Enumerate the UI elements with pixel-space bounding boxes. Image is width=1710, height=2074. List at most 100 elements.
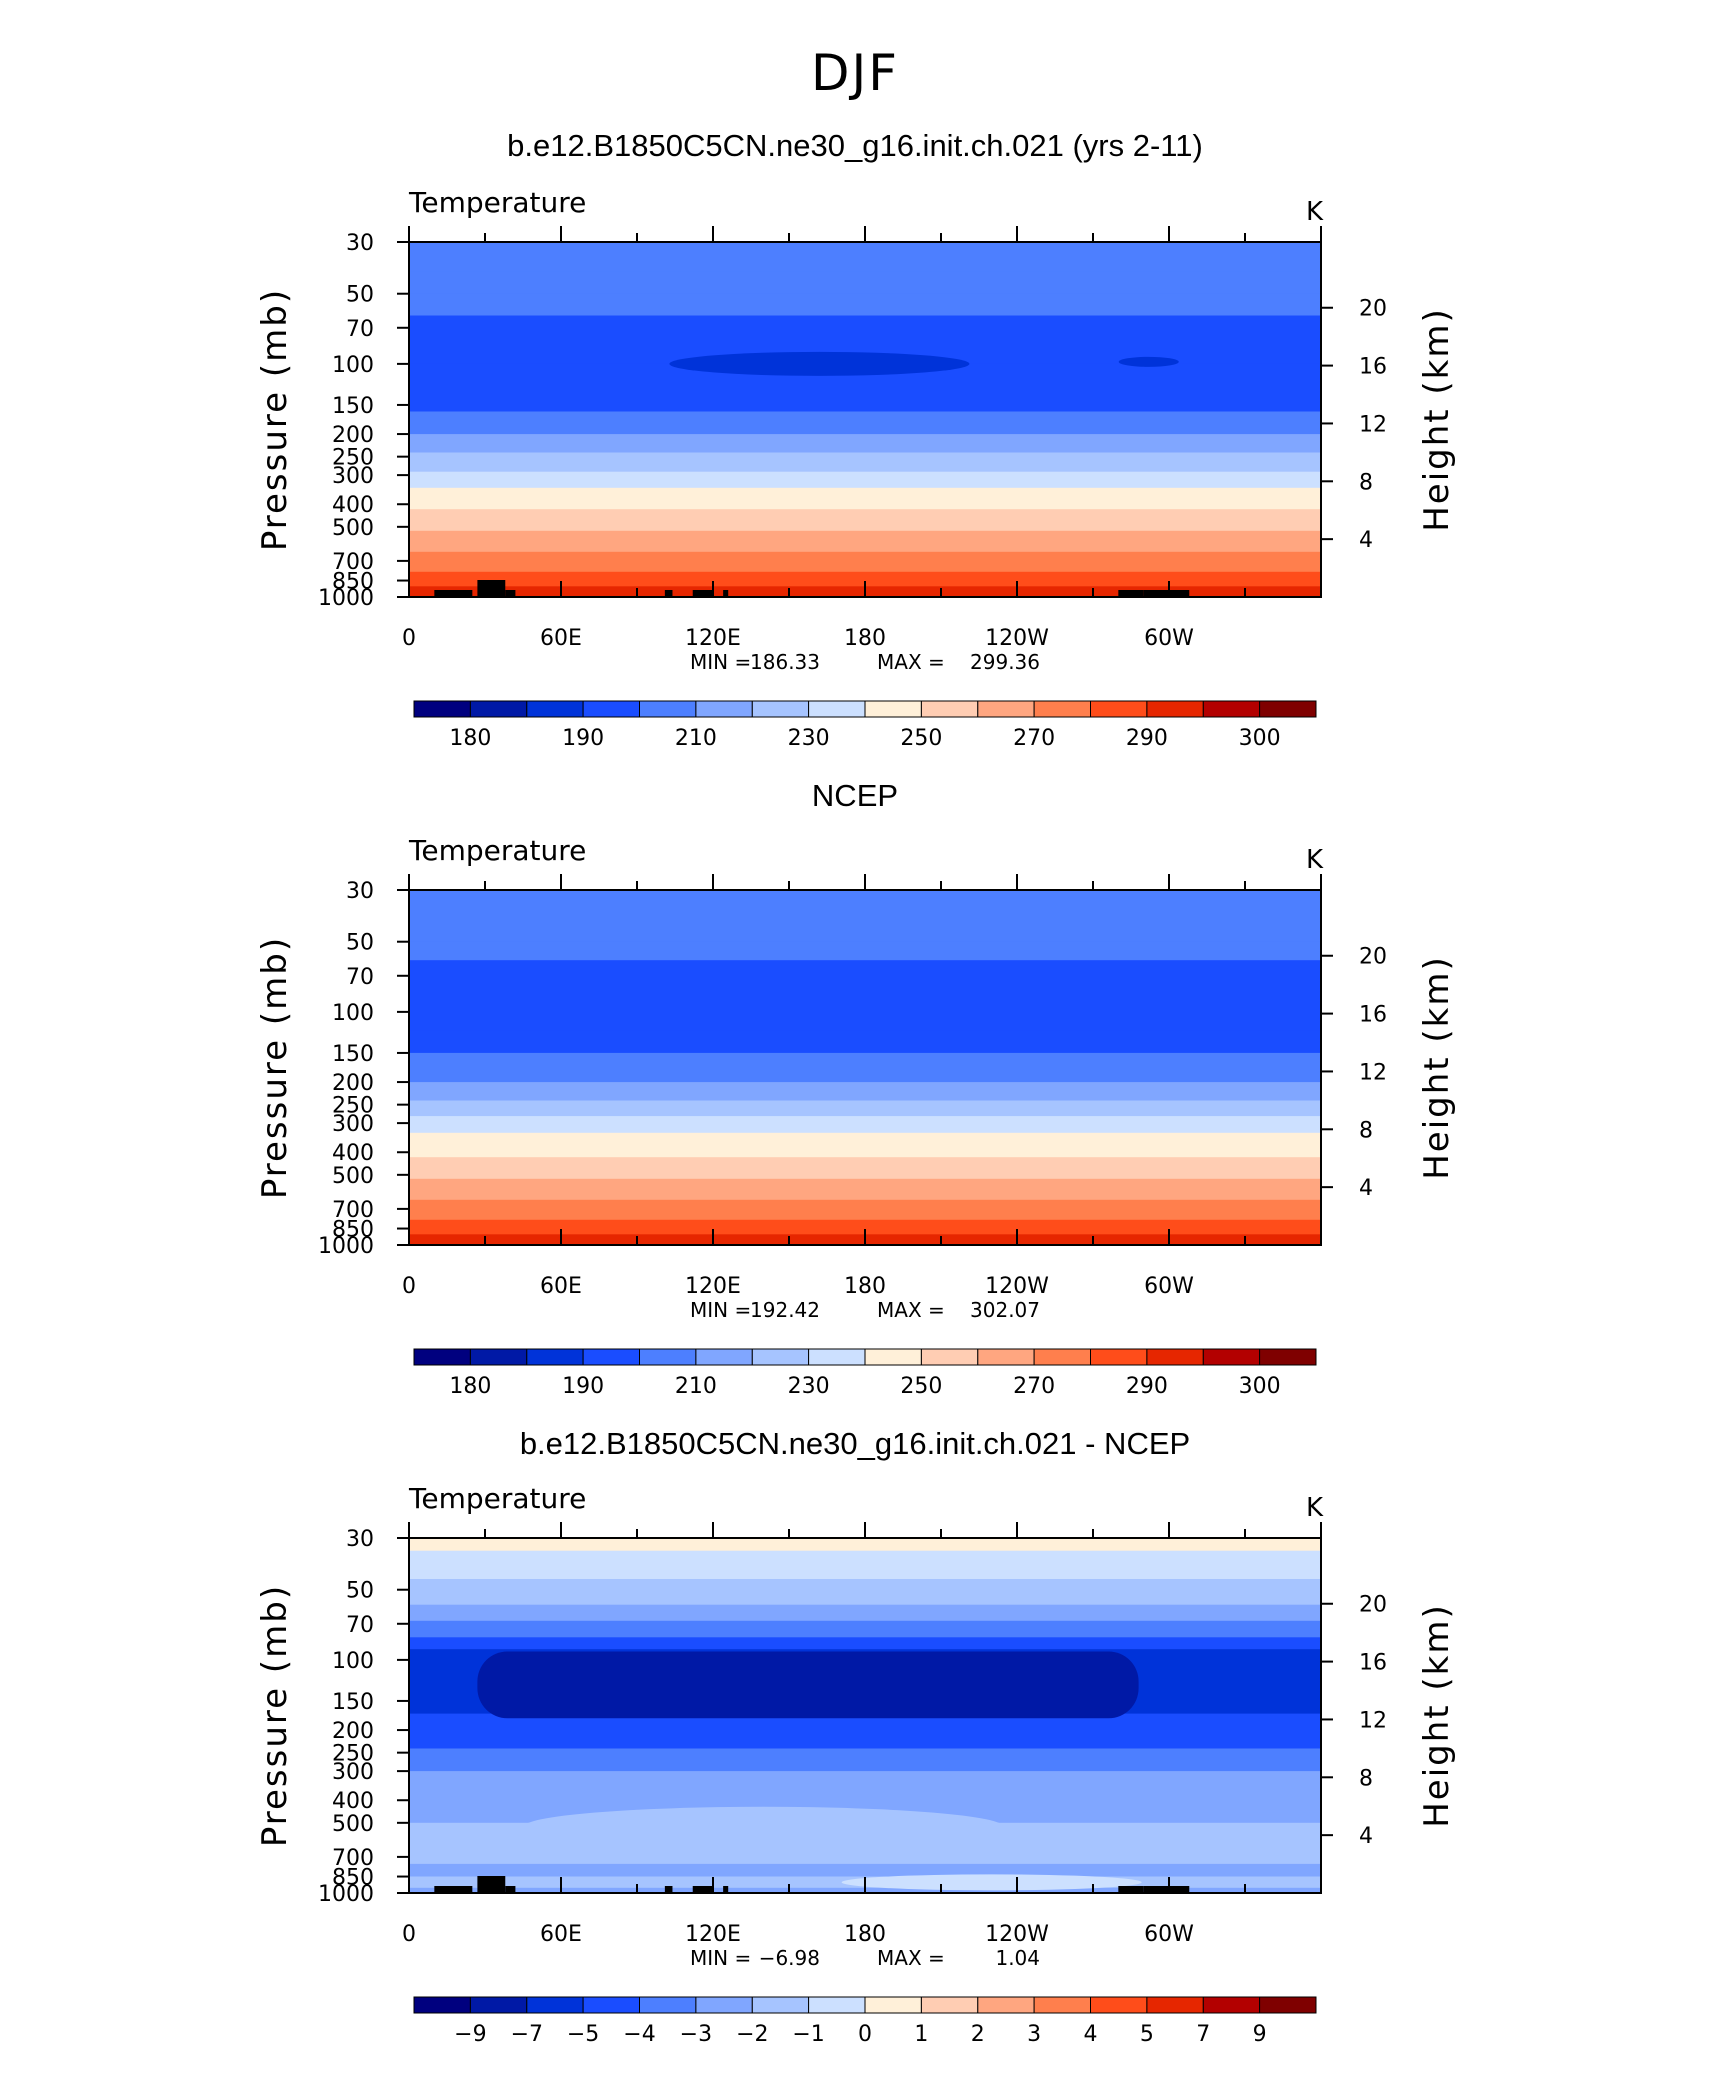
y-tick-label-2-10: 700 <box>332 1198 374 1223</box>
land-mask-3-2 <box>505 1886 516 1893</box>
y-tick-label-2-2: 70 <box>346 965 374 990</box>
height-tick-label-3-4: 4 <box>1359 1824 1373 1849</box>
contour-band-2-0 <box>409 890 1321 943</box>
colorbar-label-3-4: −3 <box>680 2022 712 2047</box>
y-tick-label-1-7: 300 <box>332 464 374 489</box>
colorbar-box-2-3 <box>582 1348 640 1366</box>
colorbar-box-2-2 <box>526 1348 584 1366</box>
colorbar-label-3-7: 0 <box>858 2022 872 2047</box>
colorbar-label-1-5: 270 <box>1013 726 1055 751</box>
x-tick-label-3-3: 180 <box>844 1922 886 1947</box>
max-value-2: 302.07 <box>970 1298 1040 1322</box>
colorbar-box-3-8 <box>864 1996 922 2014</box>
colorbar-label-3-12: 5 <box>1140 2022 1154 2047</box>
colorbar-box-3-6 <box>751 1996 810 2014</box>
y-tick-label-2-1: 50 <box>346 931 374 956</box>
y-tick-label-3-5: 200 <box>332 1719 374 1744</box>
colorbar-box-3-11 <box>1033 1996 1091 2014</box>
colorbar-label-3-5: −2 <box>736 2022 768 2047</box>
right-string-1: K <box>1306 197 1324 227</box>
y-tick-label-2-0: 30 <box>346 879 374 904</box>
y-tick-label-2-5: 200 <box>332 1071 374 1096</box>
y-tick-label-3-12: 1000 <box>318 1882 374 1907</box>
height-tick-label-3-3: 8 <box>1359 1766 1373 1791</box>
contour-band-1-1 <box>409 271 1321 295</box>
contour-band-3-1 <box>409 1550 1321 1580</box>
height-tick-label-2-0: 20 <box>1359 945 1387 970</box>
colorbar-label-3-3: −4 <box>623 2022 655 2047</box>
colorbar-label-1-2: 210 <box>675 726 717 751</box>
x-tick-label-2-3: 180 <box>844 1274 886 1299</box>
land-mask-1-7 <box>1143 590 1190 597</box>
x-tick-label-1-4: 120W <box>985 626 1049 651</box>
colorbar-label-2-7: 300 <box>1239 1374 1281 1399</box>
colorbar-label-2-0: 180 <box>449 1374 491 1399</box>
y-axis-label-3: Pressure (mb) <box>255 1584 295 1847</box>
colorbar-box-3-7 <box>808 1996 866 2014</box>
contour-band-3-2 <box>409 1579 1321 1606</box>
height-tick-label-2-1: 16 <box>1359 1003 1387 1028</box>
contour-band-2-11 <box>409 1199 1321 1221</box>
x-tick-label-1-5: 60W <box>1144 626 1194 651</box>
colorbar-label-1-3: 230 <box>788 726 830 751</box>
colorbar-label-3-11: 4 <box>1084 2022 1098 2047</box>
colorbar-box-1-8 <box>864 700 922 718</box>
y-tick-label-2-7: 300 <box>332 1112 374 1137</box>
min-label-2: MIN = <box>690 1298 751 1322</box>
colorbar-box-2-9 <box>920 1348 979 1366</box>
cold-core-3a <box>477 1651 1139 1719</box>
y-tick-label-2-11: 850 <box>332 1218 374 1243</box>
land-mask-3-6 <box>1118 1886 1144 1893</box>
colorbar-label-2-4: 250 <box>900 1374 942 1399</box>
contour-band-1-0 <box>409 242 1321 272</box>
contour-band-3-4 <box>409 1620 1321 1638</box>
y-tick-label-3-9: 500 <box>332 1812 374 1837</box>
contour-band-1-12 <box>409 530 1321 553</box>
height-tick-label-2-4: 4 <box>1359 1176 1373 1201</box>
colorbar-box-2-8 <box>864 1348 922 1366</box>
min-label-3: MIN = <box>690 1946 751 1970</box>
y-tick-label-1-3: 100 <box>332 353 374 378</box>
height-tick-label-2-3: 8 <box>1359 1118 1373 1143</box>
x-tick-label-2-4: 120W <box>985 1274 1049 1299</box>
left-string-2: Temperature <box>408 834 586 867</box>
colorbar-box-1-9 <box>920 700 979 718</box>
contour-band-1-9 <box>409 471 1321 489</box>
contour-band-1-11 <box>409 509 1321 532</box>
contour-band-2-10 <box>409 1178 1321 1201</box>
land-mask-1-6 <box>1118 590 1144 597</box>
colorbar-label-3-8: 1 <box>914 2022 928 2047</box>
colorbar-box-2-4 <box>639 1348 697 1366</box>
land-mask-3-5 <box>723 1886 729 1893</box>
right-axis-label-1: Height (km) <box>1417 307 1457 532</box>
height-tick-label-1-0: 20 <box>1359 297 1387 322</box>
colorbar-box-2-11 <box>1033 1348 1091 1366</box>
height-tick-label-3-2: 12 <box>1359 1708 1387 1733</box>
colorbar-box-3-2 <box>526 1996 584 2014</box>
contour-band-3-8 <box>409 1748 1321 1772</box>
y-tick-label-2-8: 400 <box>332 1141 374 1166</box>
cold-core-1b <box>1118 356 1179 367</box>
colorbar-box-2-12 <box>1090 1348 1148 1366</box>
contour-band-1-2 <box>409 293 1321 317</box>
colorbar-box-3-4 <box>639 1996 697 2014</box>
warm-patch-3a <box>523 1806 1004 1847</box>
colorbar-box-1-13 <box>1146 700 1204 718</box>
max-value-3: 1.04 <box>995 1946 1040 1970</box>
colorbar-box-2-15 <box>1259 1348 1317 1366</box>
y-tick-label-1-4: 150 <box>332 394 374 419</box>
x-tick-label-2-5: 60W <box>1144 1274 1194 1299</box>
contour-band-3-7 <box>409 1713 1321 1750</box>
x-tick-label-3-1: 60E <box>540 1922 582 1947</box>
panel-2-title: NCEP <box>811 778 899 813</box>
colorbar-box-1-6 <box>751 700 810 718</box>
y-tick-label-1-12: 1000 <box>318 586 374 611</box>
colorbar-label-3-6: −1 <box>792 2022 824 2047</box>
colorbar-box-2-6 <box>751 1348 810 1366</box>
left-string-1: Temperature <box>408 186 586 219</box>
height-tick-label-3-0: 20 <box>1359 1593 1387 1618</box>
colorbar-label-3-1: −7 <box>511 2022 543 2047</box>
y-tick-label-1-9: 500 <box>332 516 374 541</box>
y-tick-label-2-3: 100 <box>332 1001 374 1026</box>
height-tick-label-1-1: 16 <box>1359 355 1387 380</box>
